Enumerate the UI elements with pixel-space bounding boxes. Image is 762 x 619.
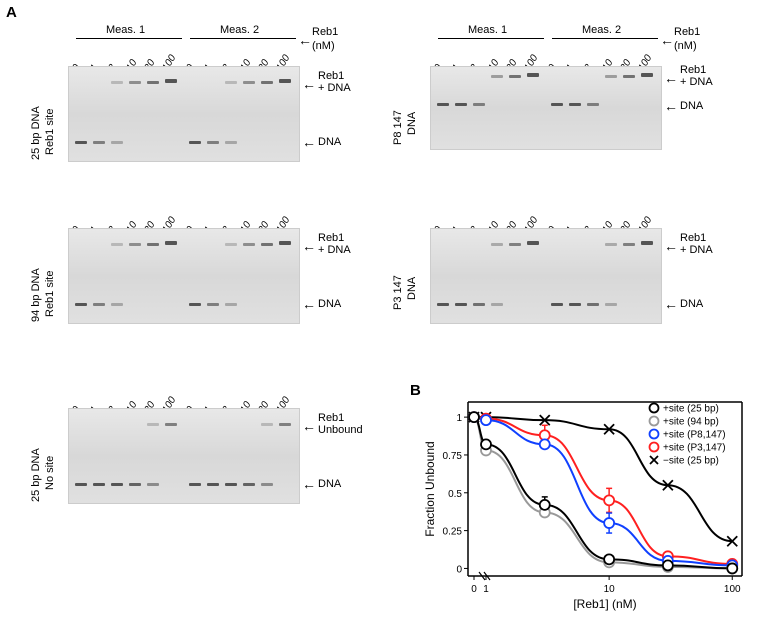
- nm-label: (nM): [674, 40, 697, 52]
- meas1-label: Meas. 1: [106, 24, 145, 36]
- svg-text:−site (25 bp): −site (25 bp): [663, 456, 719, 467]
- gel3-side1: 94 bp DNA: [30, 268, 43, 322]
- arrow-icon: ←: [298, 32, 312, 48]
- gel-p8-147: Meas. 1 Meas. 2 Reb1 (nM) ← 0 1 3 10 30 …: [418, 20, 736, 170]
- gel-25bp-nosite: 0 1 3 10 30 100 0 1 3 10 30 100 ← Reb1 U…: [56, 380, 374, 530]
- reb1dna-label: Reb1: [680, 64, 706, 76]
- reb1dna-label2: + DNA: [680, 76, 713, 88]
- svg-text:+site (94 bp): +site (94 bp): [663, 417, 719, 428]
- svg-text:10: 10: [604, 584, 616, 595]
- gel1-side1: 25 bp DNA: [30, 106, 43, 160]
- gel5-side1: 25 bp DNA: [30, 448, 43, 502]
- meas2-label: Meas. 2: [220, 24, 259, 36]
- arrow-icon: ←: [664, 238, 678, 254]
- arrow-icon: ←: [302, 418, 316, 434]
- reb1-label: Reb1: [674, 26, 700, 38]
- gel5-side2: No site: [44, 456, 57, 490]
- arrow-icon: ←: [302, 238, 316, 254]
- arrow-icon: ←: [664, 70, 678, 86]
- svg-text:[Reb1] (nM): [Reb1] (nM): [573, 597, 636, 611]
- panel-a-label: A: [6, 4, 17, 21]
- dna-label: DNA: [318, 298, 341, 310]
- reb1dna-label2: + DNA: [318, 244, 351, 256]
- gel1-side2: Reb1 site: [44, 109, 57, 155]
- fraction-unbound-chart: 00.250.50.7510110100[Reb1] (nM)Fraction …: [420, 396, 750, 612]
- svg-text:0: 0: [456, 564, 462, 575]
- svg-text:0.25: 0.25: [443, 527, 463, 538]
- arrow-icon: ←: [664, 296, 678, 312]
- reb1dna-label2: + DNA: [680, 244, 713, 256]
- dna-label: DNA: [318, 478, 341, 490]
- svg-text:+site (25 bp): +site (25 bp): [663, 404, 719, 415]
- gel3-side2: Reb1 site: [44, 271, 57, 317]
- reb1-label: Reb1: [312, 26, 338, 38]
- arrow-icon: ←: [302, 76, 316, 92]
- meas1-label: Meas. 1: [468, 24, 507, 36]
- gel2-side1: P8 147: [392, 110, 405, 145]
- svg-text:+site (P8,147): +site (P8,147): [663, 430, 726, 441]
- arrow-icon: ←: [660, 32, 674, 48]
- arrow-icon: ←: [302, 296, 316, 312]
- gel-94bp-reb1: 0 1 3 10 30 100 0 1 3 10 30 100 ← Reb1 +…: [56, 200, 374, 350]
- svg-text:0.75: 0.75: [443, 451, 463, 462]
- reb1dna-label: Reb1: [318, 232, 344, 244]
- dna-label: DNA: [680, 100, 703, 112]
- meas2-label: Meas. 2: [582, 24, 621, 36]
- nm-label: (nM): [312, 40, 335, 52]
- reb1dna-label: Reb1: [680, 232, 706, 244]
- svg-text:100: 100: [724, 584, 741, 595]
- gel-p3-147: 0 1 3 10 30 100 0 1 3 10 30 100 ← Reb1 +…: [418, 200, 736, 350]
- arrow-icon: ←: [302, 134, 316, 150]
- svg-text:+site (P3,147): +site (P3,147): [663, 443, 726, 454]
- gel-25bp-reb1: Meas. 1 Meas. 2 Reb1 (nM) ← 0 1 3 10 30 …: [56, 20, 374, 170]
- gel-image: [68, 408, 300, 504]
- svg-text:0: 0: [471, 584, 477, 595]
- arrow-icon: ←: [664, 98, 678, 114]
- chart-svg: 00.250.50.7510110100[Reb1] (nM)Fraction …: [420, 396, 750, 612]
- svg-text:1: 1: [483, 584, 489, 595]
- reb1-unbound-label1: Reb1: [318, 412, 344, 424]
- arrow-icon: ←: [302, 476, 316, 492]
- reb1dna-label2: + DNA: [318, 82, 351, 94]
- gel-image: [430, 66, 662, 150]
- gel4-side1: P3 147: [392, 275, 405, 310]
- gel-image: [430, 228, 662, 324]
- reb1-unbound-label2: Unbound: [318, 424, 363, 436]
- gel2-side2: DNA: [406, 112, 419, 135]
- gel4-side2: DNA: [406, 277, 419, 300]
- dna-label: DNA: [318, 136, 341, 148]
- svg-text:1: 1: [456, 413, 462, 424]
- gel-image: [68, 66, 300, 162]
- reb1dna-label: Reb1: [318, 70, 344, 82]
- svg-text:Fraction Unbound: Fraction Unbound: [423, 441, 437, 536]
- svg-text:0.5: 0.5: [448, 489, 462, 500]
- dna-label: DNA: [680, 298, 703, 310]
- gel-image: [68, 228, 300, 324]
